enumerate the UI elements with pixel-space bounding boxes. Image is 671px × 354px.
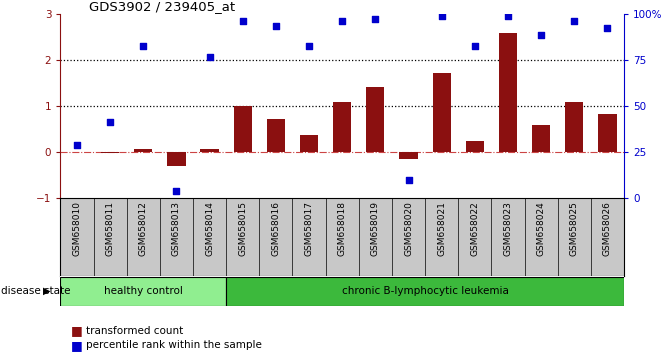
Text: ■: ■ xyxy=(71,325,83,337)
Text: GSM658026: GSM658026 xyxy=(603,201,612,256)
Text: GSM658013: GSM658013 xyxy=(172,201,181,256)
Point xyxy=(370,16,380,22)
Point xyxy=(535,32,546,38)
Point xyxy=(270,23,281,29)
Point xyxy=(602,25,613,31)
Text: disease state: disease state xyxy=(1,286,70,296)
Bar xyxy=(201,149,219,152)
Text: healthy control: healthy control xyxy=(104,286,183,296)
Bar xyxy=(565,102,583,152)
Bar xyxy=(234,106,252,152)
Text: GSM658018: GSM658018 xyxy=(338,201,347,256)
Text: GSM658022: GSM658022 xyxy=(470,201,479,256)
Bar xyxy=(466,141,484,152)
Bar xyxy=(167,152,186,166)
Point xyxy=(403,177,414,183)
Point xyxy=(436,13,447,19)
Text: GSM658012: GSM658012 xyxy=(139,201,148,256)
Bar xyxy=(599,114,617,152)
Point xyxy=(503,13,513,19)
Point xyxy=(304,44,315,49)
Point xyxy=(204,54,215,60)
Bar xyxy=(499,33,517,152)
Point xyxy=(72,143,83,148)
Point xyxy=(470,44,480,49)
Text: GDS3902 / 239405_at: GDS3902 / 239405_at xyxy=(89,0,235,13)
Bar xyxy=(300,135,318,152)
Text: GSM658015: GSM658015 xyxy=(238,201,247,256)
Point xyxy=(337,18,348,24)
Text: GSM658017: GSM658017 xyxy=(305,201,313,256)
Bar xyxy=(60,277,226,306)
Text: GSM658024: GSM658024 xyxy=(537,201,546,256)
Bar xyxy=(267,119,285,152)
Text: ▶: ▶ xyxy=(43,286,51,296)
Text: GSM658016: GSM658016 xyxy=(271,201,280,256)
Point xyxy=(171,188,182,194)
Text: transformed count: transformed count xyxy=(86,326,183,336)
Point xyxy=(569,18,580,24)
Bar xyxy=(433,73,451,152)
Text: GSM658014: GSM658014 xyxy=(205,201,214,256)
Text: GSM658020: GSM658020 xyxy=(404,201,413,256)
Bar xyxy=(101,152,119,153)
Text: GSM658011: GSM658011 xyxy=(105,201,115,256)
Bar xyxy=(399,152,417,159)
Text: GSM658025: GSM658025 xyxy=(570,201,579,256)
Text: ■: ■ xyxy=(71,339,83,352)
Point xyxy=(238,18,248,24)
Text: GSM658010: GSM658010 xyxy=(72,201,81,256)
Text: GSM658019: GSM658019 xyxy=(371,201,380,256)
Text: chronic B-lymphocytic leukemia: chronic B-lymphocytic leukemia xyxy=(342,286,509,296)
Bar xyxy=(134,149,152,152)
Text: percentile rank within the sample: percentile rank within the sample xyxy=(86,340,262,350)
Point xyxy=(138,44,149,49)
Bar xyxy=(333,102,352,152)
Bar xyxy=(532,125,550,152)
Bar xyxy=(226,277,624,306)
Text: GSM658023: GSM658023 xyxy=(503,201,513,256)
Point xyxy=(105,120,115,125)
Text: GSM658021: GSM658021 xyxy=(437,201,446,256)
Bar xyxy=(366,87,384,152)
